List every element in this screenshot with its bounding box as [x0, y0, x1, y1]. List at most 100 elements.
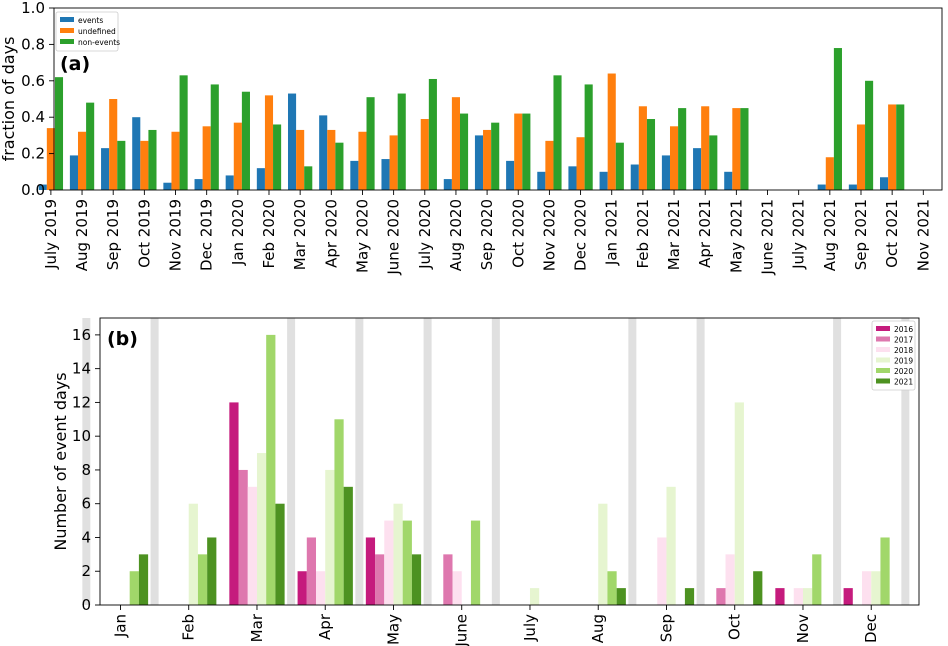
shaded-band: [901, 318, 910, 605]
x-tick-label: July: [521, 614, 539, 642]
bar-2020-mar: [266, 334, 276, 605]
legend-swatch-2019: [876, 357, 890, 363]
x-tick-label: Dec 2020: [572, 199, 590, 271]
bar-events-feb-2020: [256, 168, 265, 190]
bar-2020-aug: [607, 571, 617, 605]
legend-label-undefined: undefined: [78, 27, 116, 36]
x-tick-label: Aug 2021: [821, 199, 839, 271]
bar-non-events-mar-2021: [678, 108, 687, 190]
y-tick-label: 0: [81, 596, 91, 614]
bar-2016-nov: [775, 588, 785, 605]
bar-events-may-2020: [350, 160, 359, 190]
bar-non-events-mar-2020: [304, 166, 313, 190]
x-tick-label: July 2021: [790, 199, 808, 270]
bar-non-events-dec-2019: [210, 84, 219, 190]
bar-undefined-oct-2019: [140, 140, 149, 190]
y-tick-label: 0.2: [21, 145, 45, 163]
bar-non-events-dec-2020: [584, 84, 593, 190]
bar-events-apr-2020: [319, 115, 328, 190]
bar-2017-may: [375, 554, 385, 605]
bar-2021-aug: [616, 588, 626, 605]
bar-events-feb-2021: [630, 164, 639, 190]
x-tick-label: Nov 2019: [167, 199, 185, 271]
x-tick-label: Sep 2020: [478, 199, 496, 270]
legend-swatch-events: [60, 17, 74, 22]
bar-events-dec-2019: [194, 179, 203, 190]
x-tick-label: July 2019: [42, 199, 60, 270]
y-axis-label: Number of event days: [51, 372, 70, 550]
bar-non-events-july-2020: [428, 78, 437, 190]
bar-events-sep-2020: [474, 135, 484, 190]
panel-label: (b): [107, 328, 138, 350]
bar-non-events-jan-2020: [241, 91, 250, 190]
legend-label-2016: 2016: [894, 325, 913, 334]
shaded-band: [491, 318, 500, 605]
bar-non-events-nov-2019: [179, 75, 188, 190]
bar-2019-sep: [666, 486, 676, 605]
legend-swatch-2018: [876, 347, 890, 352]
bar-2021-oct: [753, 571, 763, 605]
x-tick-label: Jan 2021: [603, 199, 621, 266]
bar-non-events-sep-2019: [117, 140, 126, 190]
bar-2019-may: [393, 503, 403, 605]
bar-events-oct-2020: [506, 160, 515, 190]
bar-non-events-sep-2021: [865, 80, 874, 190]
legend-label-2021: 2021: [894, 378, 913, 387]
bar-non-events-jan-2021: [615, 142, 624, 190]
bar-2018-apr: [316, 571, 326, 605]
bar-2017-mar: [238, 469, 248, 605]
x-tick-label: July 2020: [416, 199, 434, 270]
bar-events-mar-2021: [661, 155, 670, 190]
legend-label-2019: 2019: [894, 357, 913, 366]
y-tick-label: 0.8: [21, 35, 45, 53]
legend-swatch-non-events: [60, 39, 74, 44]
shaded-band: [287, 318, 296, 605]
bar-undefined-july-2020: [420, 119, 429, 190]
x-tick-label: Jan: [111, 614, 129, 638]
bar-events-dec-2020: [568, 166, 577, 190]
bar-undefined-dec-2020: [576, 137, 585, 190]
x-tick-label: June: [453, 614, 471, 646]
x-tick-label: Mar: [248, 613, 266, 642]
y-tick-label: 0.0: [21, 181, 45, 199]
x-tick-label: Apr 2020: [322, 199, 340, 268]
bar-events-aug-2020: [443, 179, 452, 190]
y-tick-label: 2: [81, 562, 91, 580]
bar-events-apr-2021: [693, 148, 702, 190]
shaded-band: [150, 318, 159, 605]
bar-2018-sep: [657, 537, 667, 605]
bar-non-events-aug-2019: [86, 102, 95, 190]
bar-events-sep-2019: [101, 148, 110, 190]
x-tick-label: Nov 2021: [914, 199, 932, 271]
bar-undefined-oct-2021: [888, 104, 897, 190]
bar-non-events-oct-2020: [522, 113, 531, 190]
y-tick-label: 12: [72, 393, 91, 411]
bar-events-nov-2019: [163, 182, 172, 190]
plot-frame: [53, 7, 943, 191]
bar-non-events-feb-2020: [273, 124, 282, 190]
x-tick-label: Sep: [657, 614, 675, 642]
bar-2021-may: [411, 554, 422, 605]
x-tick-label: Mar 2021: [665, 199, 683, 270]
legend-label-2018: 2018: [894, 346, 913, 355]
x-tick-label: May: [384, 614, 402, 645]
x-tick-label: May 2021: [727, 199, 745, 273]
shaded-band: [423, 318, 432, 605]
bar-2020-june: [470, 520, 481, 605]
y-axis-label: fraction of days: [0, 37, 18, 162]
x-tick-label: June 2020: [385, 199, 403, 276]
panel-a-chart: 0.0 0.2 0.4 0.6 0.8 1.0 July 2019 Aug 2019 Sep 2…: [0, 0, 943, 276]
bar-2019-mar: [256, 453, 267, 605]
y-tick-label: 4: [81, 528, 91, 546]
bar-2017-june: [443, 554, 453, 605]
bar-events-july-2019: [38, 184, 47, 190]
shaded-band: [696, 318, 705, 605]
bar-undefined-may-2021: [732, 108, 741, 190]
bar-2020-dec: [880, 537, 890, 605]
bar-2018-nov: [793, 588, 803, 605]
bar-undefined-jan-2020: [233, 122, 242, 190]
x-tick-label: Sep 2019: [104, 199, 122, 270]
bar-undefined-sep-2020: [483, 129, 492, 190]
bar-2018-may: [384, 520, 394, 605]
